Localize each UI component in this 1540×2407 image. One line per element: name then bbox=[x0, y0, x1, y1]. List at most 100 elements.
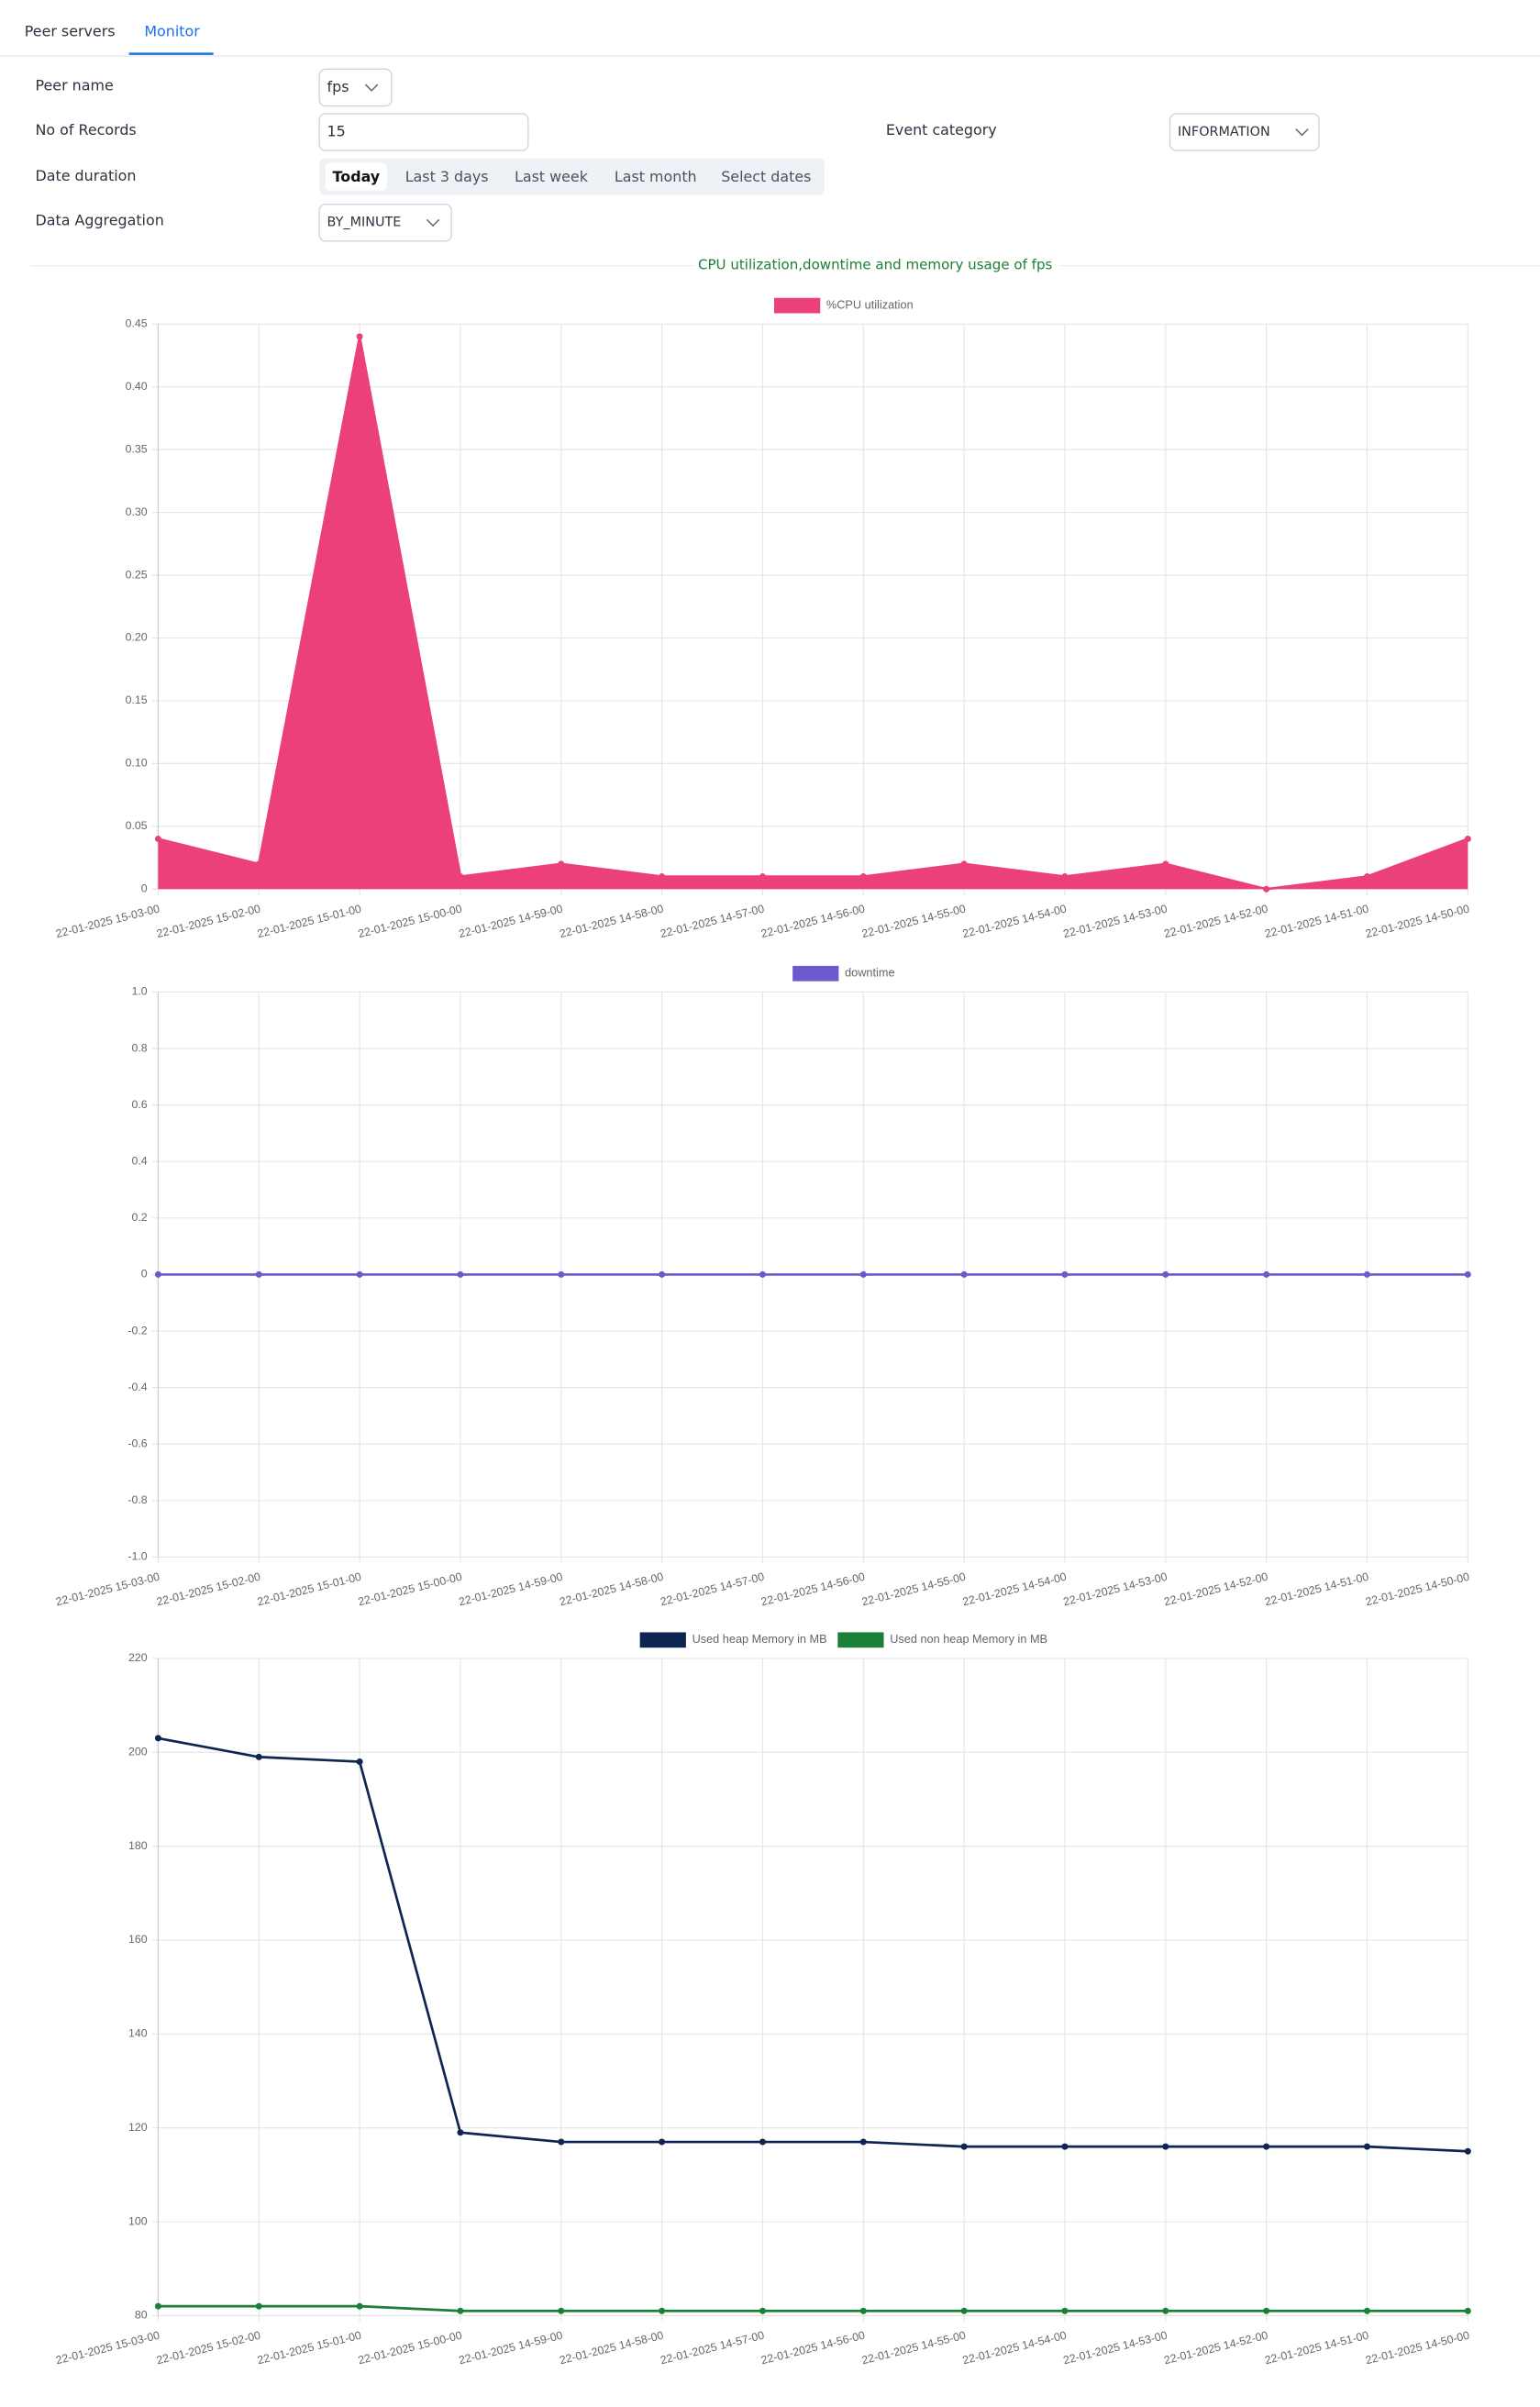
x-tick-label: 22-01-2025 14-51-00 bbox=[1263, 902, 1369, 940]
y-tick-label: -0.8 bbox=[127, 1493, 147, 1506]
x-tick-label: 22-01-2025 15-02-00 bbox=[155, 2329, 261, 2368]
point bbox=[1464, 2147, 1471, 2155]
point bbox=[659, 1270, 666, 1278]
select-box[interactable] bbox=[318, 203, 452, 242]
y-tick-label: 0.25 bbox=[126, 568, 148, 581]
y-tick-label: -0.2 bbox=[127, 1324, 147, 1337]
x-tick-label: 22-01-2025 14-52-00 bbox=[1163, 2329, 1269, 2368]
chart: 0 0.05 0.10 0.15 0.20 0.25 0.30 0.35 0.40 0.45 22-… bbox=[54, 297, 1471, 940]
chart: -1.0 -0.8 -0.6 -0.4 -0.2 0 0.2 0.4 0.6 0.8 1.0 22-0… bbox=[54, 965, 1471, 1609]
y-tick-label: 80 bbox=[135, 2309, 148, 2322]
x-tick-label: 22-01-2025 14-56-00 bbox=[759, 902, 866, 940]
point bbox=[558, 2307, 565, 2314]
segmented-control bbox=[319, 158, 825, 195]
input-box[interactable] bbox=[318, 113, 529, 151]
x-tick-label: 22-01-2025 14-53-00 bbox=[1062, 902, 1169, 940]
point bbox=[1263, 1270, 1270, 1278]
field-label: Data Aggregation bbox=[36, 212, 164, 229]
point bbox=[255, 1270, 262, 1278]
field-label: Date duration bbox=[36, 167, 137, 184]
y-tick-label: 220 bbox=[128, 1651, 148, 1664]
x-tick-label: 22-01-2025 14-55-00 bbox=[860, 902, 967, 940]
point bbox=[255, 2302, 262, 2310]
field-label: Peer name bbox=[36, 76, 114, 94]
legend: Used heap Memory in MB Used non heap Memo… bbox=[639, 1632, 1047, 1648]
chevron bbox=[364, 83, 379, 92]
legend-swatch bbox=[774, 297, 821, 314]
x-tick-label: 22-01-2025 14-59-00 bbox=[458, 2329, 564, 2368]
point bbox=[356, 333, 363, 340]
point bbox=[457, 2129, 464, 2136]
segment[interactable]: Select dates bbox=[721, 168, 811, 185]
x-tick-label: 22-01-2025 15-01-00 bbox=[256, 1570, 362, 1609]
point bbox=[960, 2143, 968, 2150]
point bbox=[759, 2307, 766, 2314]
segment[interactable]: Last 3 days bbox=[405, 168, 489, 185]
x-tick-label: 22-01-2025 15-03-00 bbox=[54, 1570, 161, 1609]
legend-label: Used heap Memory in MB bbox=[692, 1632, 827, 1646]
point bbox=[154, 1735, 161, 1742]
point bbox=[1464, 2307, 1471, 2314]
y-tick-label: 0.05 bbox=[126, 819, 148, 832]
field-label: No of Records bbox=[36, 121, 137, 139]
point bbox=[1061, 2143, 1069, 2150]
point bbox=[356, 1758, 363, 1766]
y-tick-label: 0.20 bbox=[126, 631, 148, 644]
point bbox=[356, 1270, 363, 1278]
line bbox=[158, 336, 1468, 891]
y-tick-label: 0 bbox=[141, 882, 148, 895]
y-tick-label: 0.2 bbox=[131, 1211, 147, 1224]
y-tick-label: -0.4 bbox=[127, 1381, 147, 1393]
select-value: fps bbox=[327, 78, 349, 95]
point bbox=[255, 1753, 262, 1760]
legend: downtime bbox=[792, 965, 895, 982]
segment[interactable]: Last week bbox=[515, 168, 589, 185]
point bbox=[1363, 1270, 1370, 1278]
x-tick-label: 22-01-2025 14-55-00 bbox=[860, 1570, 967, 1609]
legend-label: downtime bbox=[845, 966, 894, 980]
y-tick-label: 0 bbox=[141, 1268, 148, 1281]
y-tick-label: 0.35 bbox=[126, 442, 148, 455]
legend-swatch bbox=[792, 965, 839, 982]
point bbox=[1162, 860, 1169, 868]
point bbox=[859, 1270, 867, 1278]
point bbox=[859, 2138, 867, 2146]
x-tick-label: 22-01-2025 15-00-00 bbox=[357, 902, 463, 940]
x-tick-label: 22-01-2025 14-51-00 bbox=[1263, 2329, 1369, 2368]
x-tick-label: 22-01-2025 14-53-00 bbox=[1062, 1570, 1169, 1609]
y-tick-label: 0.40 bbox=[126, 380, 148, 393]
segment[interactable]: Today bbox=[333, 168, 381, 185]
y-tick-label: 0.10 bbox=[126, 757, 148, 770]
segment[interactable]: Last month bbox=[615, 168, 697, 185]
x-tick-label: 22-01-2025 15-01-00 bbox=[256, 902, 362, 940]
x-tick-label: 22-01-2025 14-51-00 bbox=[1263, 1570, 1369, 1609]
x-tick-label: 22-01-2025 14-54-00 bbox=[961, 2329, 1068, 2368]
select-box[interactable] bbox=[318, 68, 393, 107]
tab-active[interactable]: Monitor bbox=[144, 23, 200, 40]
x-tick-label: 22-01-2025 14-57-00 bbox=[659, 2329, 765, 2368]
point bbox=[255, 860, 262, 868]
point bbox=[1162, 1270, 1169, 1278]
select-box[interactable] bbox=[1169, 113, 1320, 151]
y-tick-label: 0.4 bbox=[131, 1154, 147, 1167]
x-tick-label: 22-01-2025 14-55-00 bbox=[860, 2329, 967, 2368]
y-tick-label: -0.6 bbox=[127, 1436, 147, 1449]
x-tick-label: 22-01-2025 15-02-00 bbox=[155, 902, 261, 940]
segment-active[interactable] bbox=[325, 162, 387, 191]
select-value: INFORMATION bbox=[1178, 125, 1270, 139]
point bbox=[1263, 2307, 1270, 2314]
y-tick-label: 100 bbox=[128, 2214, 148, 2227]
legend-label: %CPU utilization bbox=[826, 298, 914, 312]
x-tick-label: 22-01-2025 14-50-00 bbox=[1364, 2329, 1470, 2368]
point bbox=[1363, 873, 1370, 881]
select-value: BY_MINUTE bbox=[327, 216, 402, 230]
x-tick-label: 22-01-2025 14-54-00 bbox=[961, 1570, 1068, 1609]
y-tick-label: 0.8 bbox=[131, 1041, 147, 1054]
point bbox=[1263, 2143, 1270, 2150]
section-title: CPU utilization,downtime and memory usag… bbox=[698, 256, 1053, 272]
point bbox=[759, 2138, 766, 2146]
tab[interactable]: Peer servers bbox=[25, 23, 116, 40]
point bbox=[960, 2307, 968, 2314]
